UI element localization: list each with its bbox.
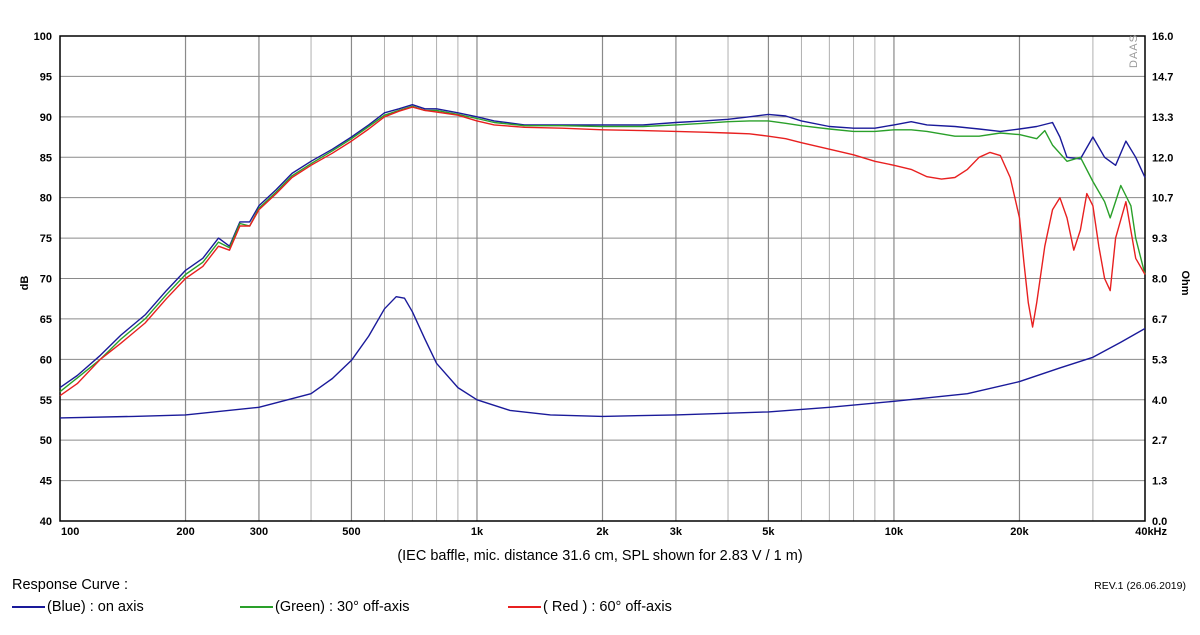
legend-item-red: ( Red ) : 60° off-axis <box>508 599 672 615</box>
y2-tick-label: 5.3 <box>1152 354 1167 366</box>
y2-tick-label: 4.0 <box>1152 395 1167 407</box>
y2-tick-label: 10.7 <box>1152 193 1173 205</box>
legend-label-red: ( Red ) : 60° off-axis <box>543 599 672 615</box>
y-axis-label: dB <box>19 276 31 291</box>
response-curve-red <box>59 106 1146 397</box>
legend-item-blue: (Blue) : on axis <box>12 599 144 615</box>
response-curve-green <box>59 105 1146 393</box>
y-tick-label: 90 <box>40 112 52 124</box>
y-tick-label: 75 <box>40 233 52 245</box>
legend-item-green: (Green) : 30° off-axis <box>240 599 409 615</box>
y2-tick-label: 6.7 <box>1152 314 1167 326</box>
y-tick-label: 65 <box>40 314 52 326</box>
x-tick-label: 2k <box>596 526 609 538</box>
revision-label: REV.1 (26.06.2019) <box>1094 580 1186 592</box>
y2-tick-label: 13.3 <box>1152 112 1173 124</box>
legend-label-blue: (Blue) : on axis <box>47 599 144 615</box>
legend-swatch-green <box>240 606 273 608</box>
y-tick-label: 95 <box>40 71 52 83</box>
x-tick-label: 40kHz <box>1135 526 1167 538</box>
y2-tick-label: 8.0 <box>1152 274 1167 286</box>
y-tick-label: 100 <box>34 31 52 43</box>
y-tick-labels: 100 95 90 85 80 75 70 65 60 55 50 45 40 <box>34 31 52 528</box>
legend-swatch-blue <box>12 606 45 608</box>
y2-tick-labels: 16.0 14.7 13.3 12.0 10.7 9.3 8.0 6.7 5.3 4.0 2.7 1.… <box>1152 31 1173 528</box>
legend-label-green: (Green) : 30° off-axis <box>275 599 410 615</box>
x-tick-label: 1k <box>471 526 484 538</box>
x-tick-label: 200 <box>176 526 194 538</box>
series-layer <box>59 103 1146 419</box>
y2-tick-label: 2.7 <box>1152 435 1167 447</box>
x-tick-label: 300 <box>250 526 268 538</box>
y2-tick-label: 16.0 <box>1152 31 1173 43</box>
x-tick-labels: 100 200 300 500 1k 2k 3k 5k 10k 20k 40kHz <box>61 526 1168 538</box>
y-tick-label: 85 <box>40 152 52 164</box>
y2-tick-label: 1.3 <box>1152 476 1167 488</box>
y-tick-label: 60 <box>40 354 52 366</box>
y-tick-label: 45 <box>40 476 52 488</box>
x-tick-label: 3k <box>670 526 683 538</box>
y2-tick-label: 12.0 <box>1152 152 1173 164</box>
x-tick-label: 100 <box>61 526 79 538</box>
y2-axis-label: Ohm <box>1179 270 1191 295</box>
y-tick-label: 80 <box>40 193 52 205</box>
y-tick-label: 50 <box>40 435 52 447</box>
y2-tick-label: 0.0 <box>1152 516 1167 528</box>
daas-watermark: DAAS <box>1128 34 1140 68</box>
y-tick-label: 40 <box>40 516 52 528</box>
x-tick-label: 500 <box>342 526 360 538</box>
impedance-curve <box>59 296 1146 419</box>
legend-title: Response Curve : <box>12 577 129 593</box>
plot-frame <box>59 35 1146 522</box>
y-tick-label: 55 <box>40 395 52 407</box>
x-tick-label: 10k <box>885 526 904 538</box>
x-tick-label: 5k <box>762 526 775 538</box>
y-tick-label: 70 <box>40 274 52 286</box>
x-tick-label: 20k <box>1010 526 1029 538</box>
y2-tick-label: 14.7 <box>1152 71 1173 83</box>
frequency-response-chart: 100 200 300 500 1k 2k 3k 5k 10k 20k 40kHz 100 95 90 8… <box>19 31 1191 538</box>
y2-tick-label: 9.3 <box>1152 233 1167 245</box>
chart-caption: (IEC baffle, mic. distance 31.6 cm, SPL … <box>397 548 803 564</box>
grid-lines <box>60 36 1145 521</box>
legend-swatch-red <box>508 606 541 608</box>
